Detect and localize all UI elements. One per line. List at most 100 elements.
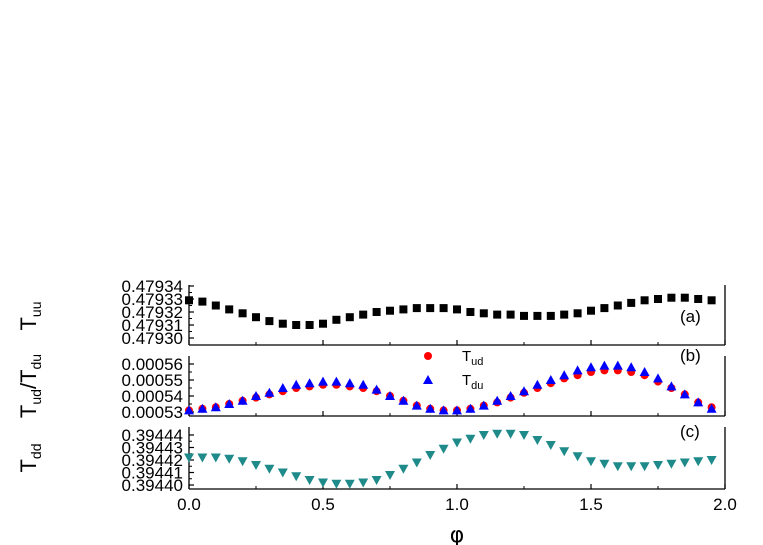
data-point <box>344 479 355 489</box>
data-point <box>238 309 247 318</box>
data-point <box>426 304 435 313</box>
data-point <box>452 405 462 415</box>
data-point <box>478 431 489 440</box>
data-point <box>345 313 354 322</box>
data-point <box>385 471 395 480</box>
data-point <box>237 395 248 405</box>
data-point <box>439 304 448 313</box>
y-axis-label: Tdd <box>16 443 44 472</box>
y-tick-label: 0.39444 <box>122 426 183 445</box>
data-point <box>224 399 235 408</box>
data-point <box>264 464 275 474</box>
series-1 <box>185 293 716 329</box>
y-tick-label: 0.39442 <box>122 451 183 470</box>
data-point <box>371 476 382 485</box>
data-point <box>653 461 663 470</box>
data-point <box>465 434 476 444</box>
data-point <box>654 295 662 303</box>
data-point <box>693 457 704 467</box>
data-point <box>277 468 288 478</box>
data-point <box>425 451 436 460</box>
data-point <box>478 400 489 410</box>
data-point <box>613 301 622 310</box>
data-point <box>198 297 207 306</box>
y-tick-label: 0.47930 <box>122 329 183 348</box>
data-point <box>411 400 422 410</box>
data-point <box>572 452 583 462</box>
data-point <box>344 378 355 388</box>
data-point <box>492 395 503 405</box>
data-point <box>572 365 583 375</box>
data-point <box>599 459 610 469</box>
y-tick-label: 0.00055 <box>122 371 183 390</box>
legend-label: Tud <box>462 348 483 368</box>
y-tick-label: 0.00053 <box>122 403 183 422</box>
data-point <box>627 298 636 307</box>
data-point <box>600 304 609 313</box>
data-point <box>398 464 409 474</box>
data-point <box>386 306 394 315</box>
data-point <box>412 304 421 313</box>
series-2 <box>184 360 717 415</box>
data-point <box>545 441 556 450</box>
data-point <box>197 403 208 413</box>
y-tick-label: 0.39440 <box>122 476 183 495</box>
data-point <box>438 405 449 415</box>
data-point <box>466 308 475 316</box>
data-point <box>505 429 516 439</box>
data-point <box>264 387 275 397</box>
data-point <box>694 295 703 303</box>
data-point <box>639 367 650 376</box>
data-point <box>225 305 234 314</box>
data-point <box>265 317 274 326</box>
x-tick-label: 1.0 <box>445 495 469 514</box>
data-point <box>533 311 542 320</box>
data-point <box>331 376 342 386</box>
data-point <box>251 391 261 400</box>
data-point <box>626 462 637 472</box>
data-point <box>545 375 556 384</box>
legend-marker <box>423 375 433 384</box>
data-point <box>573 309 582 318</box>
data-point <box>252 313 260 322</box>
data-point <box>546 311 555 320</box>
data-point <box>359 310 368 319</box>
data-point <box>399 305 408 314</box>
data-point <box>559 370 570 380</box>
data-point <box>560 310 569 319</box>
data-point <box>184 453 194 463</box>
data-point <box>706 403 717 413</box>
panel-tag: (b) <box>680 346 701 365</box>
series-1 <box>185 366 716 415</box>
data-point <box>653 373 663 383</box>
x-tick-labels: 0.0 0.5 1.0 1.5 2.0 <box>177 495 737 514</box>
data-point <box>210 453 221 463</box>
data-point <box>506 310 515 319</box>
data-point <box>639 462 650 472</box>
data-point <box>479 309 488 318</box>
data-point <box>707 296 716 305</box>
data-point <box>706 456 717 465</box>
data-point <box>680 293 689 302</box>
y-axis-label-text: Tuu <box>16 301 44 330</box>
data-point <box>505 391 516 400</box>
data-point <box>277 383 288 392</box>
y-tick-label: 0.47934 <box>122 277 183 296</box>
data-point <box>358 379 369 389</box>
y-tick-label: 0.47931 <box>122 316 183 335</box>
data-point <box>398 395 409 405</box>
data-point <box>453 305 461 314</box>
legend-label: Tdu <box>462 372 483 392</box>
data-point <box>587 306 595 315</box>
x-axis-label: φ <box>450 523 465 545</box>
data-point <box>304 476 315 485</box>
data-point <box>532 379 543 389</box>
data-point <box>304 378 315 388</box>
data-point <box>452 438 462 448</box>
data-point <box>612 462 623 472</box>
data-point <box>331 479 342 489</box>
y-tick-label: 0.00056 <box>122 355 183 374</box>
data-point <box>425 403 436 413</box>
